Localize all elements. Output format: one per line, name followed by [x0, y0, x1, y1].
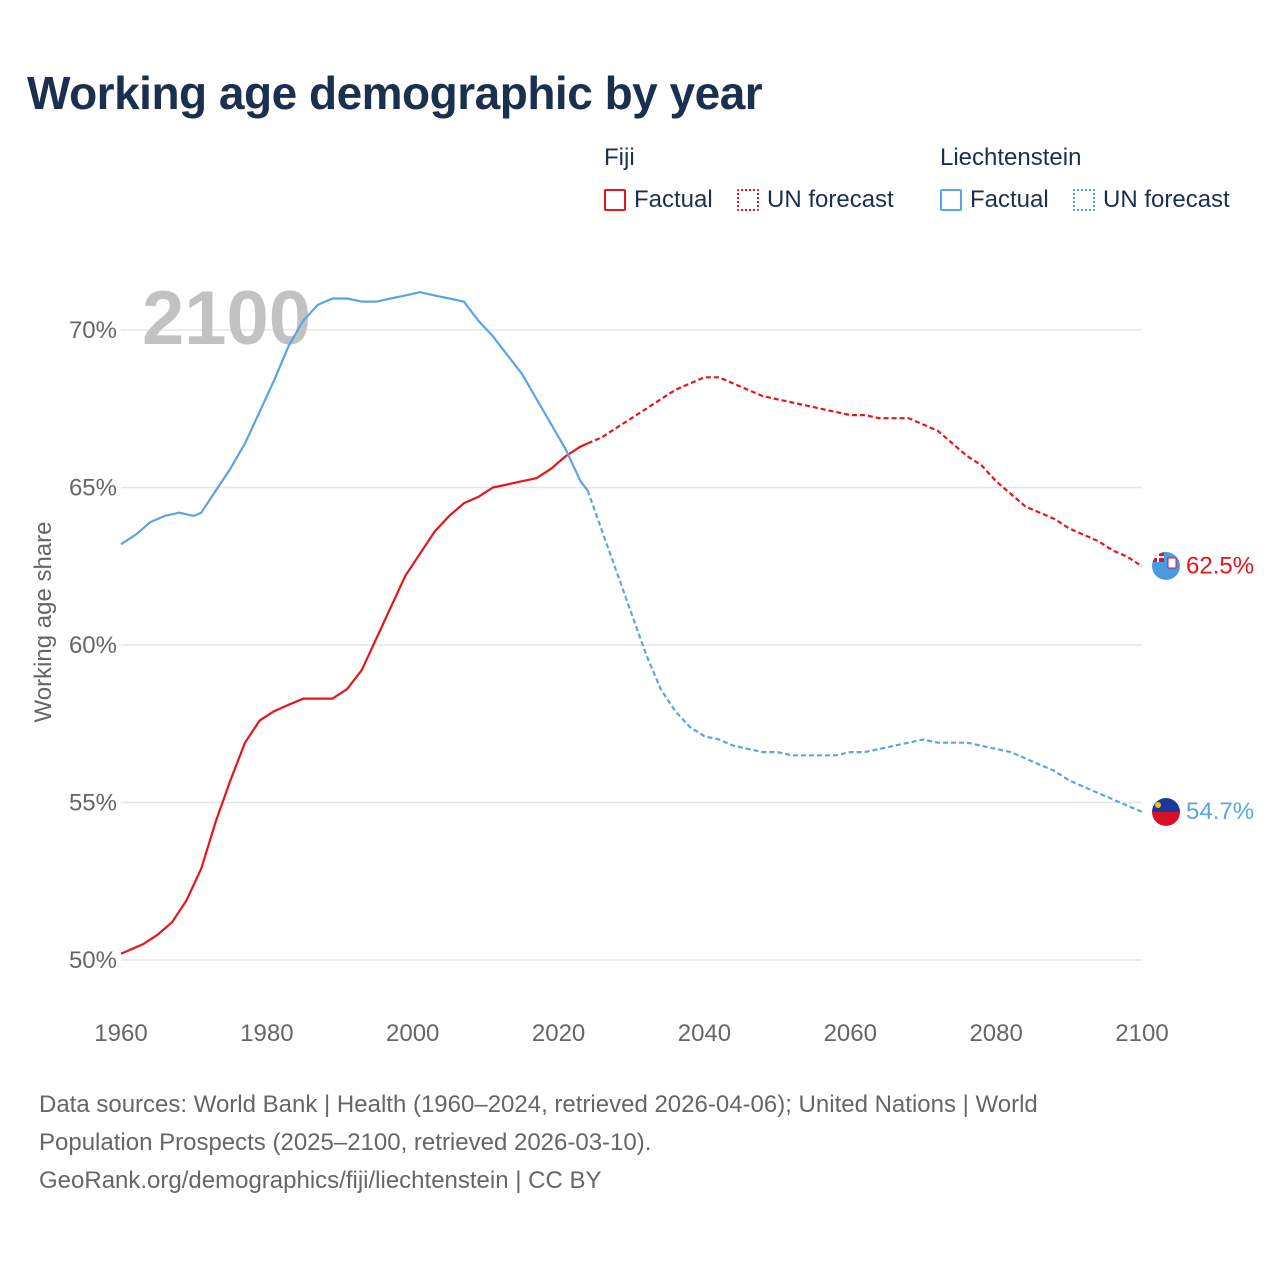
sources-line-2: Population Prospects (2025–2100, retriev…: [39, 1129, 652, 1156]
x-tick-label: 1980: [240, 1020, 293, 1047]
x-tick-label: 2080: [969, 1020, 1022, 1047]
liechtenstein-flag-icon[interactable]: [1152, 798, 1180, 826]
y-tick-label: 60%: [69, 632, 117, 659]
liechtenstein-forecast-line[interactable]: [586, 490, 1143, 813]
fiji-forecast-swatch-icon: [737, 189, 759, 211]
y-tick-label: 50%: [69, 947, 117, 974]
legend-label-liechtenstein-forecast: UN forecast: [1103, 186, 1230, 213]
year-overlay: 2100: [142, 276, 311, 361]
end-markers: [1152, 552, 1180, 826]
legend-item-fiji-forecast[interactable]: UN forecast: [737, 186, 894, 214]
x-tick-label: 2060: [824, 1020, 877, 1047]
legend-item-fiji-factual[interactable]: Factual: [604, 186, 713, 214]
chart-title: Working age demographic by year: [27, 67, 763, 119]
grid-lines: [121, 329, 1142, 961]
legend-item-liechtenstein-factual[interactable]: Factual: [940, 186, 1049, 214]
fiji-flag-icon[interactable]: [1152, 552, 1180, 580]
sources-line-3[interactable]: GeoRank.org/demographics/fiji/liechtenst…: [39, 1167, 602, 1194]
liechtenstein-factual-swatch-icon: [940, 189, 962, 211]
y-tick-label: 70%: [69, 317, 117, 344]
end-labels: 62.5% 54.7%: [1186, 552, 1254, 825]
fiji-factual-line[interactable]: [120, 442, 589, 955]
x-tick-label: 2100: [1115, 1020, 1168, 1047]
fiji-forecast-line[interactable]: [587, 376, 1143, 568]
x-tick-label: 2020: [532, 1020, 585, 1047]
y-axis-ticks: 50% 55% 60% 65% 70%: [69, 317, 117, 974]
y-tick-label: 55%: [69, 790, 117, 817]
x-axis-ticks: 1960 1980 2000 2020 2040 2060 2080 2100: [94, 1020, 1168, 1047]
legend-label-fiji-factual: Factual: [634, 186, 713, 213]
liechtenstein-factual-line[interactable]: [120, 291, 589, 546]
liechtenstein-forecast-swatch-icon: [1073, 189, 1095, 211]
series-lines: [120, 291, 1143, 955]
sources-line-1: Data sources: World Bank | Health (1960–…: [39, 1091, 1038, 1118]
x-tick-label: 2040: [678, 1020, 731, 1047]
legend-item-liechtenstein-forecast[interactable]: UN forecast: [1073, 186, 1230, 214]
line-chart: 2100 50% 55% 60% 65% 70% 1960 1980 2000 2020 204…: [30, 276, 1254, 1047]
legend-country-liechtenstein: Liechtenstein: [940, 144, 1082, 171]
x-tick-label: 2000: [386, 1020, 439, 1047]
legend-label-liechtenstein-factual: Factual: [970, 186, 1049, 213]
x-tick-label: 1960: [94, 1020, 147, 1047]
y-axis-label: Working age share: [30, 522, 57, 723]
y-tick-label: 65%: [69, 475, 117, 502]
legend-country-fiji: Fiji: [604, 144, 635, 171]
data-sources: Data sources: World Bank | Health (1960–…: [39, 1086, 1219, 1200]
fiji-factual-swatch-icon: [604, 189, 626, 211]
legend-label-fiji-forecast: UN forecast: [767, 186, 894, 213]
liechtenstein-end-label: 54.7%: [1186, 798, 1254, 825]
fiji-end-label: 62.5%: [1186, 552, 1254, 579]
